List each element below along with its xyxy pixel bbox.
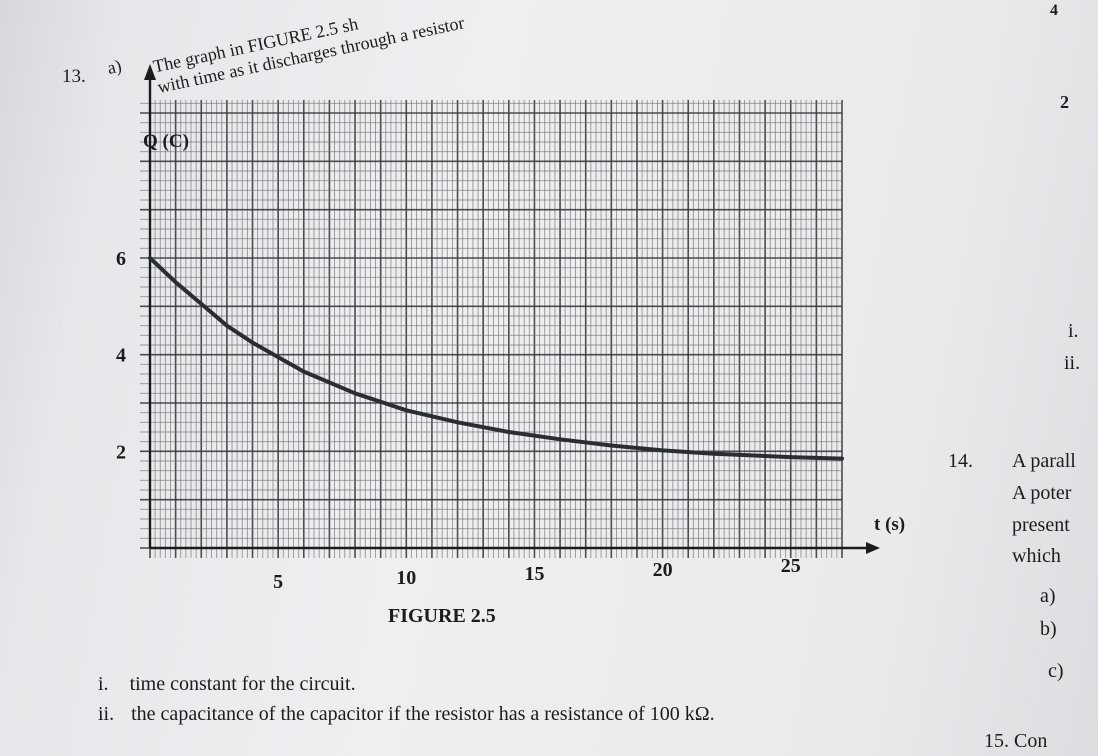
x-axis-arrow bbox=[866, 542, 880, 554]
x-tick-label: 5 bbox=[273, 571, 283, 593]
subpart-ii-text: the capacitance of the capacitor if the … bbox=[131, 703, 715, 725]
y-axis-arrow bbox=[144, 64, 156, 80]
graph-labels: 5 10 15 20 25 2 4 6 Q (C) t (s) bbox=[116, 131, 905, 593]
page-number: 4 bbox=[1050, 2, 1058, 19]
subpart-ii: ii. the capacitance of the capacitor if … bbox=[98, 703, 715, 726]
q14-line-3: present bbox=[1012, 514, 1070, 536]
q14-number: 14. bbox=[948, 450, 973, 472]
q14-part-a: a) bbox=[1040, 585, 1056, 607]
y-tick-label: 6 bbox=[116, 248, 126, 270]
x-tick-label: 25 bbox=[781, 555, 801, 577]
discharge-curve bbox=[148, 256, 844, 461]
y-tick-label: 2 bbox=[116, 441, 126, 463]
y-tick-label: 4 bbox=[116, 345, 126, 367]
subpart-i-text: time constant for the circuit. bbox=[129, 673, 356, 695]
q15-label: 15. Con bbox=[984, 730, 1048, 752]
q14-line-4: which bbox=[1012, 545, 1061, 567]
subpart-ii-label: ii. bbox=[98, 703, 115, 725]
right-item-ii: ii. bbox=[1064, 352, 1081, 374]
question-number: 13. bbox=[62, 66, 86, 87]
subpart-i-label: i. bbox=[98, 673, 109, 695]
figure-label: FIGURE 2.5 bbox=[388, 605, 496, 627]
x-tick-label: 20 bbox=[653, 559, 673, 581]
subpart-i: i. time constant for the circuit. bbox=[98, 673, 356, 696]
q14-line-2: A poter bbox=[1012, 482, 1072, 504]
marks-label: 2 bbox=[1060, 92, 1069, 112]
x-tick-label: 10 bbox=[396, 567, 416, 589]
right-item-i: i. bbox=[1068, 320, 1079, 342]
q14-part-b: b) bbox=[1040, 618, 1057, 640]
q14-part-c: c) bbox=[1048, 660, 1064, 682]
graph-curve bbox=[148, 256, 844, 461]
x-tick-label: 15 bbox=[524, 563, 544, 585]
graph-axes bbox=[144, 64, 880, 554]
x-axis-label: t (s) bbox=[874, 514, 905, 535]
y-axis-label: Q (C) bbox=[143, 131, 189, 152]
q14-line-1: A parall bbox=[1012, 450, 1076, 472]
graph-grid bbox=[140, 100, 843, 558]
